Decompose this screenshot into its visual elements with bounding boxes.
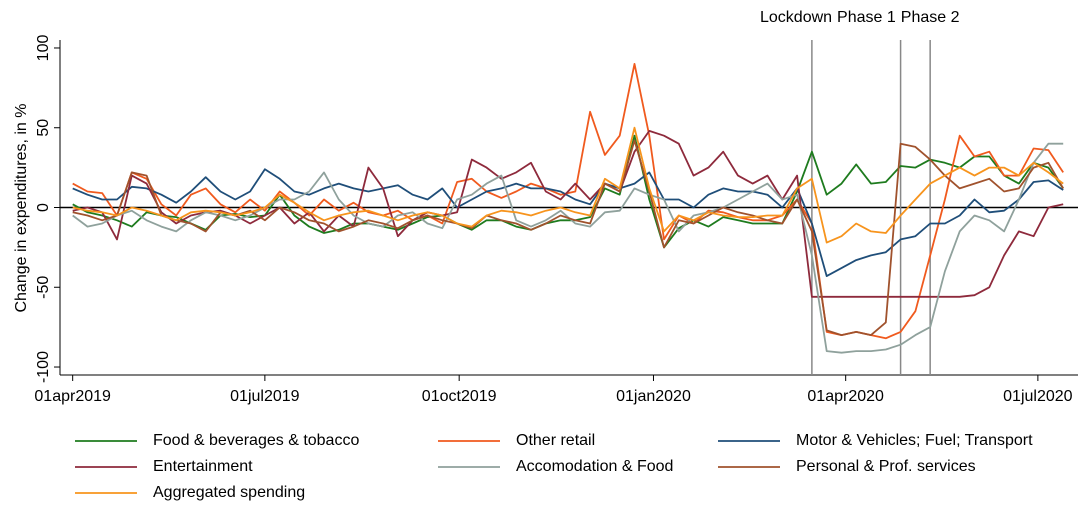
series-line xyxy=(72,168,1064,277)
legend-label: Food & beverages & tobacco xyxy=(153,432,359,449)
y-tick-label: 100 xyxy=(35,35,52,62)
series-line xyxy=(72,63,1064,340)
x-tick-label: 01jul2019 xyxy=(230,388,300,405)
legend-label: Entertainment xyxy=(153,458,253,475)
y-tick-label: 0 xyxy=(35,203,52,212)
x-tick-label: 01apr2020 xyxy=(807,388,884,405)
event-label: Lockdown xyxy=(760,9,832,26)
x-tick-label: 01jan2020 xyxy=(616,388,691,405)
y-tick-label: -50 xyxy=(35,276,52,299)
event-label: Phase 1 xyxy=(837,9,896,26)
event-labels: Lockdown Phase 1 Phase 2 xyxy=(760,9,960,26)
y-tick-label: 50 xyxy=(35,119,52,137)
series-line xyxy=(72,130,1064,298)
event-label: Phase 2 xyxy=(901,9,960,26)
legend-label: Aggregated spending xyxy=(153,484,305,501)
series-line xyxy=(72,139,1064,336)
y-axis-label: Change in expenditures, in % xyxy=(13,103,30,312)
x-tick-label: 01oct2019 xyxy=(422,388,497,405)
y-tick-label: -100 xyxy=(35,351,52,383)
legend-label: Other retail xyxy=(516,432,595,449)
legend-label: Motor & Vehicles; Fuel; Transport xyxy=(796,432,1033,449)
legend-label: Personal & Prof. services xyxy=(796,458,976,475)
series-line xyxy=(72,126,1064,244)
series-line xyxy=(72,142,1064,354)
legend-label: Accomodation & Food xyxy=(516,458,673,475)
x-tick-label: 01jul2020 xyxy=(1003,388,1073,405)
x-tick-label: 01apr2019 xyxy=(34,388,111,405)
